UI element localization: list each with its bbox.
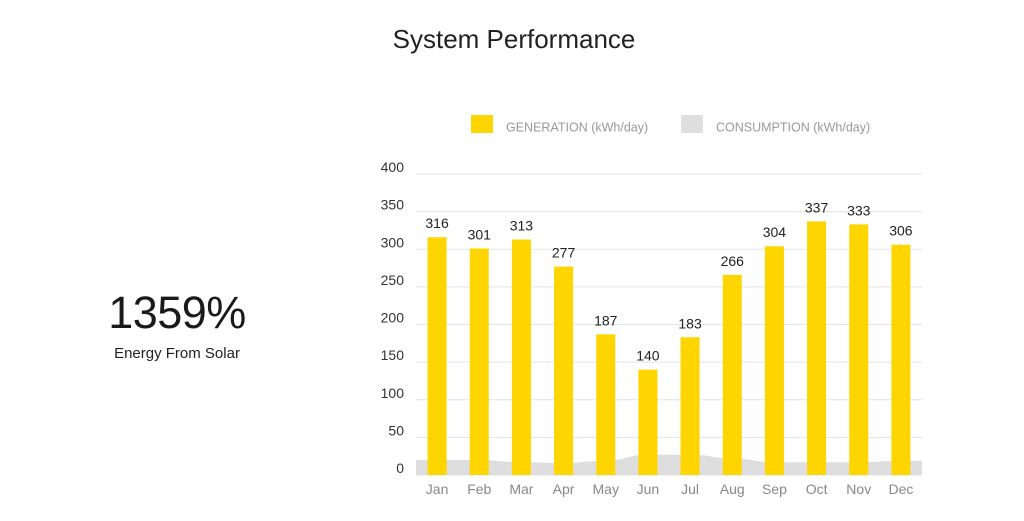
- value-label-sep: 304: [763, 224, 787, 240]
- legend-item-generation[interactable]: GENERATION (kWh/day): [471, 115, 648, 135]
- x-tick-label-nov: Nov: [846, 481, 871, 497]
- value-label-feb: 301: [468, 226, 492, 242]
- generation-bar-oct[interactable]: [807, 221, 827, 475]
- value-label-apr: 277: [552, 245, 576, 261]
- value-label-aug: 266: [721, 253, 745, 269]
- y-tick-label: 50: [388, 422, 404, 438]
- legend-swatch-consumption: [681, 115, 703, 133]
- grid-lines: [416, 173, 922, 476]
- x-tick-label-jun: Jun: [637, 481, 660, 497]
- x-tick-label-oct: Oct: [806, 481, 828, 497]
- x-tick-label-dec: Dec: [888, 481, 913, 497]
- solar-energy-stat: 1359% Energy From Solar: [92, 290, 262, 362]
- legend-item-consumption[interactable]: CONSUMPTION (kWh/day): [681, 115, 870, 135]
- value-label-oct: 337: [805, 199, 829, 215]
- x-tick-label-sep: Sep: [762, 481, 787, 497]
- value-label-may: 187: [594, 312, 618, 328]
- chart-title: System Performance: [392, 24, 636, 54]
- generation-bars: [427, 221, 911, 475]
- solar-energy-label: Energy From Solar: [114, 345, 240, 362]
- y-tick-label: 100: [381, 385, 405, 401]
- y-tick-label: 350: [381, 197, 405, 213]
- generation-bar-jul[interactable]: [680, 337, 700, 475]
- generation-bar-may[interactable]: [596, 334, 616, 475]
- x-tick-label-apr: Apr: [553, 481, 575, 497]
- x-tick-label-mar: Mar: [509, 481, 533, 497]
- legend-label-consumption: CONSUMPTION (kWh/day): [716, 121, 870, 135]
- y-tick-label: 150: [381, 347, 405, 363]
- generation-bar-feb[interactable]: [469, 248, 489, 475]
- value-label-jun: 140: [636, 348, 660, 364]
- x-tick-label-may: May: [593, 481, 619, 497]
- y-tick-label: 400: [381, 159, 405, 175]
- legend-label-generation: GENERATION (kWh/day): [506, 121, 648, 135]
- chart-labels: 0 50 100 150 200 250 300 350 400 316 Jan 301 Feb 313 M…: [381, 159, 914, 497]
- chart-legend: GENERATION (kWh/day) CONSUMPTION (kWh/da…: [471, 115, 870, 135]
- x-tick-label-feb: Feb: [467, 481, 491, 497]
- generation-bar-jun[interactable]: [638, 369, 658, 475]
- generation-bar-jan[interactable]: [427, 237, 447, 475]
- y-tick-label: 250: [381, 272, 405, 288]
- legend-swatch-generation: [471, 115, 493, 133]
- value-label-nov: 333: [847, 202, 871, 218]
- x-tick-label-aug: Aug: [720, 481, 745, 497]
- x-tick-label-jan: Jan: [426, 481, 449, 497]
- y-tick-label: 0: [396, 460, 404, 476]
- consumption-area: [416, 454, 922, 475]
- generation-bar-mar[interactable]: [511, 239, 531, 475]
- solar-energy-percentage: 1359%: [108, 287, 246, 338]
- value-label-jan: 316: [425, 215, 449, 231]
- generation-bar-nov[interactable]: [849, 224, 869, 475]
- y-tick-label: 300: [381, 234, 405, 250]
- consumption-area-layer: [416, 454, 922, 475]
- value-label-jul: 183: [678, 315, 702, 331]
- generation-bar-aug[interactable]: [722, 274, 742, 475]
- value-label-dec: 306: [889, 223, 913, 239]
- value-label-mar: 313: [510, 217, 534, 233]
- x-tick-label-jul: Jul: [681, 481, 699, 497]
- generation-bar-sep[interactable]: [764, 246, 784, 475]
- y-tick-label: 200: [381, 310, 405, 326]
- generation-bar-dec[interactable]: [891, 244, 911, 475]
- generation-bar-apr[interactable]: [554, 266, 574, 475]
